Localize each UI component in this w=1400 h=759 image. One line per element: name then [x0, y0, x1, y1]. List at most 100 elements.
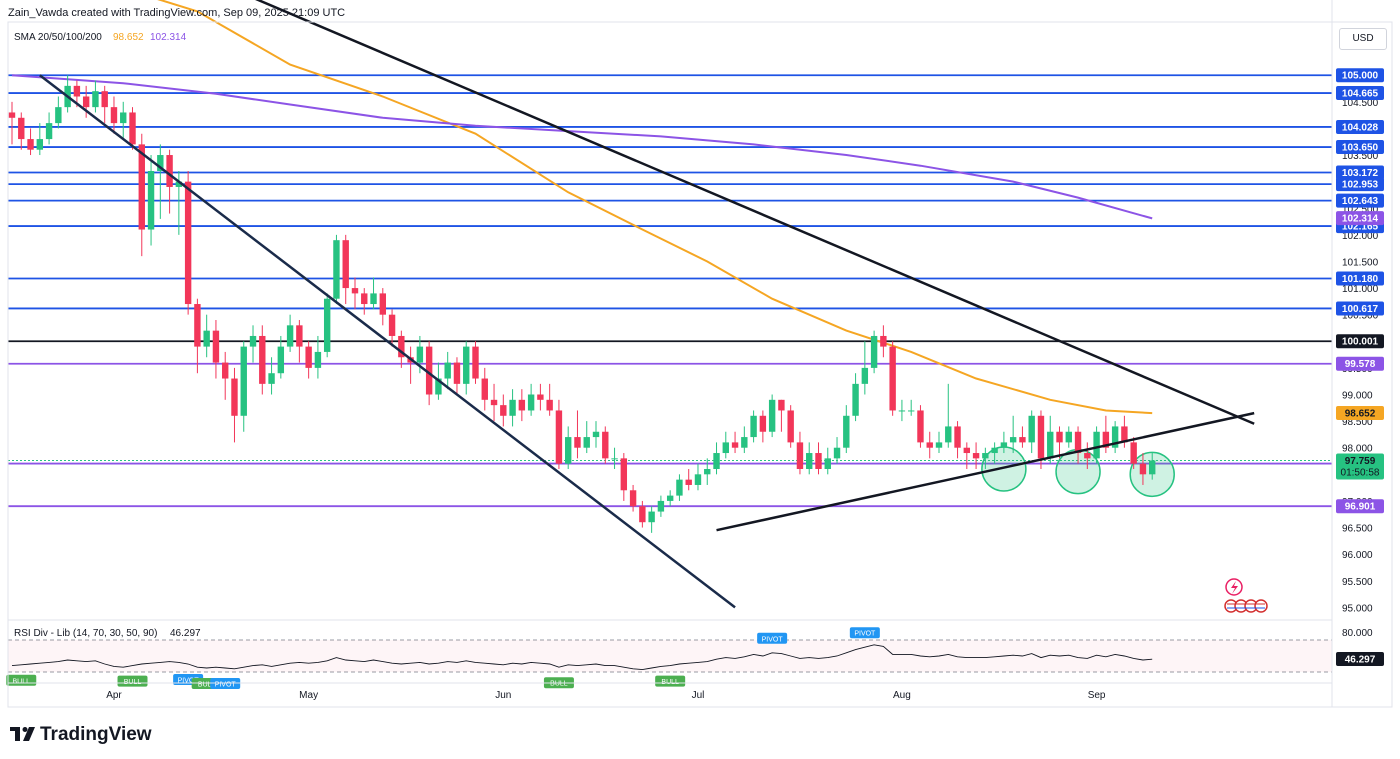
candle-body	[73, 85, 81, 97]
candle-body	[184, 181, 192, 305]
trendline	[716, 411, 1255, 532]
trendline	[255, 0, 1255, 425]
trendline	[39, 74, 736, 609]
sma-legend-label: SMA 20/50/100/200	[14, 32, 102, 43]
rsi-marker	[757, 632, 788, 644]
price-tick-label: 95.000	[1342, 603, 1373, 614]
candle-body	[314, 351, 322, 368]
candle-body	[323, 298, 331, 352]
candle-body	[768, 399, 776, 432]
price-tick-label: 96.000	[1342, 550, 1373, 561]
candle-body	[592, 431, 600, 438]
candle-body	[157, 155, 164, 171]
price-tags: 105.000 104.665 104.028 103.650 103.172102.9…	[1336, 68, 1384, 666]
candle-body	[778, 399, 785, 411]
candle-body	[425, 346, 433, 395]
rsi-legend-label: RSI Div - Lib (14, 70, 30, 50, 90)	[14, 628, 157, 639]
candle-body	[342, 240, 349, 289]
candle-body	[92, 91, 99, 108]
candle-body	[509, 399, 516, 416]
candle-body	[1056, 431, 1063, 443]
price-tick-label: 101.500	[1342, 257, 1379, 268]
candle-body	[741, 437, 748, 448]
level-price-tag	[1336, 334, 1384, 349]
price-tag-countdown: 01:50:58	[1341, 468, 1380, 479]
price-tag-label: 98.652	[1345, 409, 1376, 420]
candle-body	[351, 288, 359, 294]
chart-frame	[7, 21, 1393, 708]
rsi-line	[11, 644, 1153, 671]
candle-body	[1019, 437, 1026, 443]
time-axis[interactable]: Apr May Jun Jul Aug Sep	[106, 690, 1106, 701]
candle-body	[212, 330, 220, 363]
candle-body	[101, 91, 108, 108]
candle-body	[555, 410, 563, 464]
candle-body	[259, 335, 266, 384]
candle-body	[518, 399, 526, 411]
candle-body	[1074, 431, 1082, 454]
candle-body	[222, 362, 229, 379]
candle-body	[889, 346, 896, 411]
time-tick-label: Aug	[893, 690, 911, 701]
candles	[8, 75, 1156, 533]
level-price-tag-label: 100.617	[1342, 304, 1379, 315]
rsi-marker	[655, 675, 686, 687]
candle-body	[1149, 460, 1156, 475]
price-tick-label: 99.000	[1342, 391, 1373, 402]
candle-body	[750, 415, 757, 438]
level-price-tag-label: 105.000	[1342, 71, 1379, 82]
candle-body	[1065, 431, 1072, 443]
sma-lines	[11, 0, 1153, 415]
candle-body	[203, 330, 210, 347]
price-tick-label: 102.500	[1342, 204, 1379, 215]
candle-body	[175, 181, 183, 187]
time-tick-label: Jul	[692, 690, 705, 701]
candle-body	[611, 458, 618, 460]
price-tag	[1336, 453, 1384, 480]
candle-body	[194, 304, 201, 347]
level-price-tag-label: 104.028	[1342, 122, 1379, 133]
candle-body	[481, 378, 488, 400]
candle-body	[398, 335, 405, 358]
candle-body	[305, 346, 312, 368]
candle-body	[574, 437, 581, 448]
candle-body	[602, 431, 609, 459]
level-price-tag-label: 103.650	[1342, 143, 1379, 154]
level-price-tag-label: 99.578	[1345, 359, 1376, 370]
candle-body	[713, 453, 720, 469]
time-tick-label: May	[299, 690, 318, 701]
candle-body	[963, 447, 971, 454]
candle-body	[333, 240, 340, 299]
level-price-tag	[1336, 177, 1384, 192]
flash-event-icon[interactable]	[1225, 578, 1243, 596]
rsi-marker-label: PIVOT	[178, 678, 200, 685]
currency-button[interactable]: USD	[1339, 28, 1387, 50]
candle-body	[268, 373, 275, 384]
candle-body	[388, 314, 396, 336]
candle-body	[1139, 463, 1147, 475]
candle-body	[527, 394, 535, 411]
level-price-tag-label: 103.172	[1342, 168, 1379, 179]
candle-body	[18, 117, 25, 140]
rsi-legend-value: 46.297	[170, 628, 201, 639]
price-tick-label: 103.500	[1342, 151, 1379, 162]
level-price-tag	[1336, 301, 1384, 316]
level-price-tag	[1336, 119, 1384, 134]
candle-body	[1093, 431, 1100, 459]
candle-body	[1084, 453, 1091, 459]
candle-body	[945, 426, 952, 443]
rsi-marker-label: BULL	[13, 678, 31, 685]
candle-body	[694, 474, 702, 485]
candle-body	[759, 415, 767, 432]
candle-body	[815, 453, 822, 469]
rsi-tick-label: 80.000	[1342, 628, 1373, 639]
sma-200-line	[11, 74, 1153, 220]
candle-body	[648, 511, 655, 523]
level-price-tag	[1336, 140, 1384, 155]
price-tag	[1336, 211, 1384, 226]
price-tag	[1336, 406, 1384, 421]
price-tick-label: 98.500	[1342, 417, 1373, 428]
candle-body	[880, 335, 887, 347]
us-flag-events-icon[interactable]	[1224, 599, 1268, 613]
